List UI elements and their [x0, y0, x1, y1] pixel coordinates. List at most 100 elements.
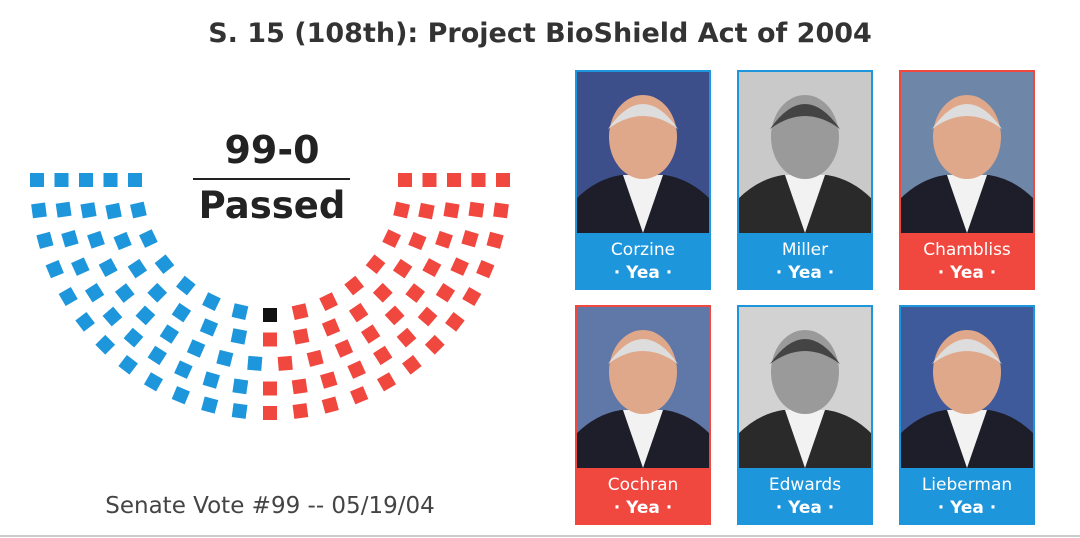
seat — [405, 283, 426, 303]
card-border — [575, 70, 711, 290]
seat — [31, 202, 47, 219]
title: S. 15 (108th): Project BioShield Act of … — [208, 18, 872, 49]
photo-shirt — [623, 410, 663, 468]
seat — [231, 403, 248, 419]
vote-band — [738, 233, 872, 289]
seat — [175, 275, 196, 296]
seat — [277, 355, 293, 371]
seat — [201, 396, 219, 414]
seat — [58, 286, 78, 307]
seat — [159, 324, 180, 344]
seat — [468, 201, 485, 218]
seat — [263, 406, 277, 420]
seat — [292, 403, 309, 419]
seat — [443, 202, 460, 219]
seat — [84, 283, 105, 303]
senator-card: Miller · Yea · — [737, 70, 873, 290]
senator-vote: · Yea · — [776, 498, 835, 518]
seat — [382, 229, 401, 248]
seat — [202, 371, 220, 389]
photo-hair — [932, 104, 1002, 129]
seat — [471, 173, 486, 187]
seat — [422, 173, 437, 187]
seat — [291, 378, 308, 395]
seat — [435, 283, 456, 303]
seat — [127, 258, 148, 279]
photo-shirt — [947, 175, 987, 233]
seat — [147, 282, 168, 303]
photo-hair — [932, 339, 1002, 364]
photo-shirt — [785, 175, 825, 233]
status: Passed — [199, 184, 346, 227]
seat — [450, 257, 469, 276]
seat — [171, 386, 190, 405]
seat — [247, 355, 263, 371]
seat — [171, 302, 192, 323]
senator-card: Corzine · Yea · — [575, 70, 711, 290]
seat — [118, 355, 138, 375]
seat — [402, 355, 422, 375]
vote-band — [900, 468, 1034, 524]
senator-card: Lieberman · Yea · — [899, 305, 1035, 525]
seat — [114, 283, 135, 303]
seat — [334, 339, 354, 358]
seat — [493, 202, 509, 219]
seat — [447, 173, 461, 187]
seat — [154, 254, 175, 275]
seat — [230, 328, 248, 345]
seat — [55, 201, 72, 218]
seat — [202, 292, 221, 311]
seat — [143, 372, 164, 392]
seat — [102, 306, 123, 327]
vote-band — [738, 468, 872, 524]
senator-vote: · Yea · — [776, 263, 835, 283]
senator-name: Edwards — [769, 475, 841, 495]
seat — [174, 360, 193, 379]
senator-name: Lieberman — [922, 475, 1012, 495]
seat — [392, 258, 413, 279]
vote-band — [576, 468, 710, 524]
card-border — [737, 305, 873, 525]
seat — [186, 339, 206, 358]
senator-name: Chambliss — [923, 240, 1011, 260]
senator-name: Miller — [782, 240, 828, 260]
seat — [292, 328, 310, 345]
seat — [396, 327, 417, 348]
seat — [105, 202, 122, 220]
seat — [376, 372, 397, 392]
seat — [306, 349, 324, 367]
photo-hair — [608, 339, 678, 364]
seat — [393, 201, 410, 219]
seat — [75, 312, 95, 332]
seat — [462, 286, 482, 307]
seat — [231, 303, 249, 320]
card-border — [899, 70, 1035, 290]
seat — [373, 345, 393, 366]
seat — [445, 312, 465, 332]
seat — [263, 308, 277, 322]
seat — [199, 318, 219, 337]
seat-arc — [30, 173, 510, 420]
senator-vote: · Yea · — [938, 263, 997, 283]
card-border — [737, 70, 873, 290]
seat — [263, 381, 277, 396]
seat — [216, 349, 234, 367]
seat — [418, 202, 435, 220]
seat — [139, 229, 158, 248]
seat — [365, 254, 386, 275]
seat — [319, 292, 338, 311]
senator-cards: Corzine · Yea · Miller · Yea · Chambliss · Ye… — [575, 70, 1035, 525]
vote-band — [900, 233, 1034, 289]
photo-shirt — [623, 175, 663, 233]
seat — [320, 371, 338, 389]
seat — [61, 230, 79, 248]
vote-band — [576, 233, 710, 289]
seat — [45, 260, 64, 279]
senator-card: Edwards · Yea · — [737, 305, 873, 525]
card-border — [575, 305, 711, 525]
seat — [417, 306, 438, 327]
photo-shirt — [947, 410, 987, 468]
seat — [408, 231, 427, 251]
senator-vote: · Yea · — [614, 498, 673, 518]
